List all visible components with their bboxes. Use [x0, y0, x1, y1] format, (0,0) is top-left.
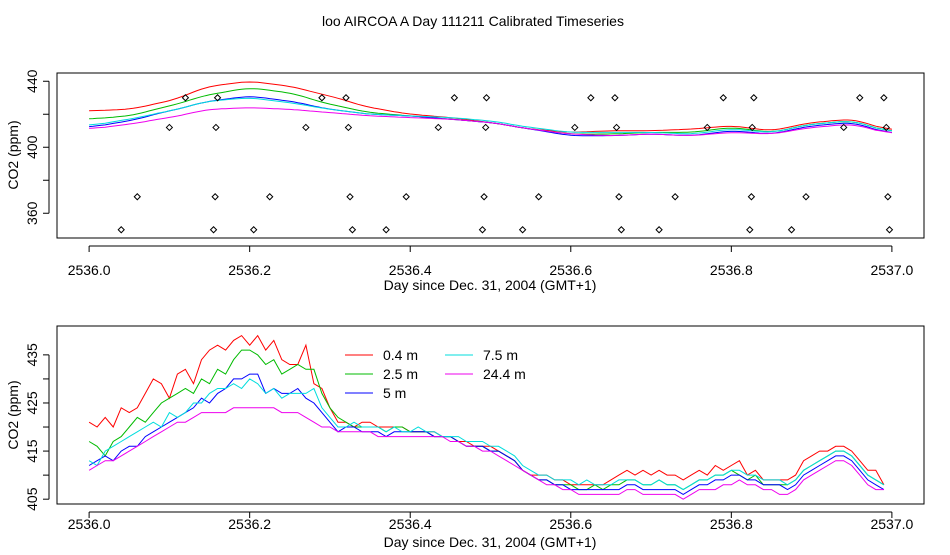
legend-label: 2.5 m — [383, 366, 418, 382]
upper-plot-frame — [56, 72, 925, 239]
marker-point — [787, 226, 796, 234]
marker-point — [571, 123, 579, 132]
y-tick-label: 405 — [24, 487, 40, 511]
marker-point — [344, 123, 353, 132]
marker-point — [534, 193, 543, 201]
series-line-0-4-m — [88, 334, 885, 486]
marker-point — [342, 94, 350, 102]
x-tick-label: 2536.4 — [389, 262, 432, 278]
upper-panel: 2536.0 2536.2 2536.4 2536.6 2536.8 2537.0 360… — [5, 69, 925, 293]
series-line-2-5-m — [89, 88, 892, 135]
marker-point — [802, 193, 810, 201]
y-tick-label: 440 — [24, 69, 40, 93]
upper-series-lines — [89, 81, 892, 137]
upper-y-axis-label: CO2 (ppm) — [5, 120, 21, 189]
marker-point — [703, 123, 711, 132]
upper-markers — [117, 94, 894, 234]
marker-point — [209, 226, 218, 234]
y-tick-label: 425 — [24, 391, 40, 415]
series-line-7-5-m — [88, 378, 885, 491]
series-line-7-5-m — [89, 97, 892, 135]
legend-label: 0.4 m — [383, 347, 418, 363]
marker-point — [181, 94, 190, 102]
marker-point — [750, 94, 758, 102]
marker-point — [133, 193, 141, 201]
x-tick-label: 2536.4 — [389, 516, 432, 532]
marker-point — [518, 226, 527, 234]
marker-point — [302, 123, 310, 132]
x-tick-label: 2536.2 — [228, 262, 271, 278]
x-tick-label: 2536.8 — [710, 262, 753, 278]
marker-point — [612, 123, 621, 132]
lower-y-axis-label: CO2 (ppm) — [5, 380, 21, 449]
upper-x-axis-label: Day since Dec. 31, 2004 (GMT+1) — [384, 277, 597, 293]
lower-panel: 2536.0 2536.2 2536.4 2536.6 2536.8 2537.0 405… — [5, 325, 925, 550]
y-tick-label: 415 — [24, 439, 40, 463]
series-line-24-4-m — [88, 407, 884, 500]
marker-point — [117, 226, 125, 234]
marker-point — [884, 193, 892, 201]
x-tick-label: 2536.0 — [68, 262, 111, 278]
x-tick-label: 2536.6 — [549, 516, 592, 532]
marker-point — [450, 94, 459, 102]
marker-point — [880, 94, 888, 102]
x-tick-label: 2537.0 — [870, 516, 913, 532]
marker-point — [885, 226, 894, 234]
lower-x-axis-label: Day since Dec. 31, 2004 (GMT+1) — [384, 534, 597, 550]
marker-point — [212, 123, 220, 132]
lower-y-axis: 405 415 425 435 — [24, 343, 50, 511]
upper-y-axis: 360 400 440 — [24, 69, 50, 225]
figure-title: loo AIRCOA A Day 111211 Calibrated Times… — [322, 13, 624, 29]
marker-point — [478, 226, 487, 234]
series-line-0-4-m — [89, 81, 892, 133]
x-tick-label: 2536.0 — [68, 516, 111, 532]
marker-point — [840, 123, 848, 132]
marker-point — [382, 226, 390, 234]
upper-x-axis: 2536.0 2536.2 2536.4 2536.6 2536.8 2537.0 — [68, 245, 914, 278]
marker-point — [480, 193, 488, 201]
marker-point — [481, 123, 490, 132]
series-line-5-m — [88, 373, 885, 495]
lower-legend: 0.4 m 2.5 m 5 m 7.5 m 24.4 m — [345, 347, 526, 401]
x-tick-label: 2537.0 — [870, 262, 913, 278]
marker-point — [655, 226, 663, 234]
marker-point — [318, 94, 326, 102]
marker-point — [165, 123, 174, 132]
marker-point — [882, 123, 890, 132]
marker-point — [434, 123, 443, 132]
y-tick-label: 360 — [24, 201, 40, 225]
marker-point — [482, 94, 491, 102]
marker-point — [213, 94, 222, 102]
legend-label: 7.5 m — [483, 347, 518, 363]
y-tick-label: 400 — [24, 135, 40, 159]
marker-point — [346, 193, 354, 201]
marker-point — [249, 226, 258, 234]
marker-point — [615, 193, 623, 201]
marker-point — [611, 94, 619, 102]
marker-point — [402, 193, 410, 201]
legend-label: 5 m — [383, 385, 406, 401]
marker-point — [856, 94, 864, 102]
marker-point — [748, 123, 756, 132]
marker-point — [211, 193, 219, 201]
legend-label: 24.4 m — [483, 366, 526, 382]
marker-point — [587, 94, 595, 102]
lower-x-axis: 2536.0 2536.2 2536.4 2536.6 2536.8 2537.0 — [68, 511, 914, 532]
lower-plot-frame — [56, 325, 925, 505]
x-tick-label: 2536.8 — [710, 516, 753, 532]
marker-point — [348, 226, 357, 234]
y-tick-label: 435 — [24, 343, 40, 367]
marker-point — [746, 226, 754, 234]
marker-point — [671, 193, 679, 201]
marker-point — [747, 193, 756, 201]
x-tick-label: 2536.6 — [549, 262, 592, 278]
x-tick-label: 2536.2 — [228, 516, 271, 532]
series-line-24-4-m — [89, 107, 892, 137]
lower-series-lines — [88, 334, 885, 500]
marker-point — [617, 226, 626, 234]
marker-point — [266, 193, 274, 201]
marker-point — [719, 94, 728, 102]
